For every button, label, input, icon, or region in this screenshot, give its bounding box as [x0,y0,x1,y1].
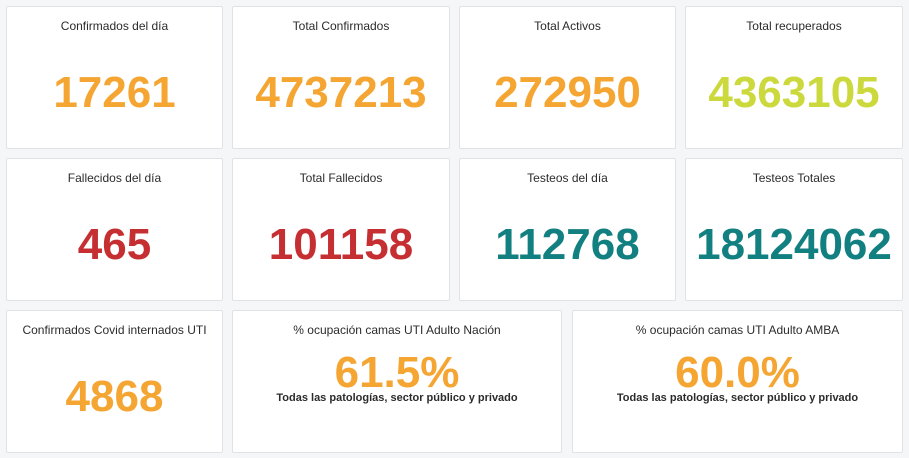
card-subtitle: Todas las patologías, sector público y p… [616,392,859,404]
card-total-confirmados: Total Confirmados 4737213 [232,6,450,149]
card-value: 4363105 [708,68,880,117]
card-testeos-totales: Testeos Totales 18124062 [685,158,903,301]
card-title: Testeos Totales [752,171,836,185]
card-value: 112768 [495,220,640,269]
card-testeos-dia: Testeos del día 112768 [459,158,676,301]
card-title: Total recuperados [746,19,842,33]
card-title: % ocupación camas UTI Adulto AMBA [635,323,840,337]
card-value: 4868 [65,372,164,421]
card-title: Confirmados del día [60,19,169,33]
card-title: Confirmados Covid internados UTI [22,323,207,337]
card-ocupacion-amba: % ocupación camas UTI Adulto AMBA 60.0% … [572,310,903,453]
card-internados-uti: Confirmados Covid internados UTI 4868 [6,310,223,453]
card-value: 17261 [53,68,176,117]
card-subtitle: Todas las patologías, sector público y p… [276,392,518,404]
card-title: Total Activos [534,19,601,33]
card-value: 272950 [494,68,641,117]
card-total-recuperados: Total recuperados 4363105 [685,6,903,149]
card-total-fallecidos: Total Fallecidos 101158 [232,158,450,301]
card-title: Total Fallecidos [299,171,383,185]
card-title: Total Confirmados [292,19,390,33]
card-title: Testeos del día [527,171,608,185]
card-value: 4737213 [255,68,427,117]
card-value: 101158 [268,220,414,269]
card-value: 18124062 [696,220,892,269]
card-title: % ocupación camas UTI Adulto Nación [293,323,501,337]
card-title: Fallecidos del día [67,171,162,185]
card-value: 60.0% [675,348,800,397]
card-value: 465 [77,220,152,269]
card-ocupacion-nacion: % ocupación camas UTI Adulto Nación 61.5… [232,310,562,453]
card-total-activos: Total Activos 272950 [459,6,676,149]
card-confirmados-dia: Confirmados del día 17261 [6,6,223,149]
card-value: 61.5% [334,348,460,397]
card-fallecidos-dia: Fallecidos del día 465 [6,158,223,301]
